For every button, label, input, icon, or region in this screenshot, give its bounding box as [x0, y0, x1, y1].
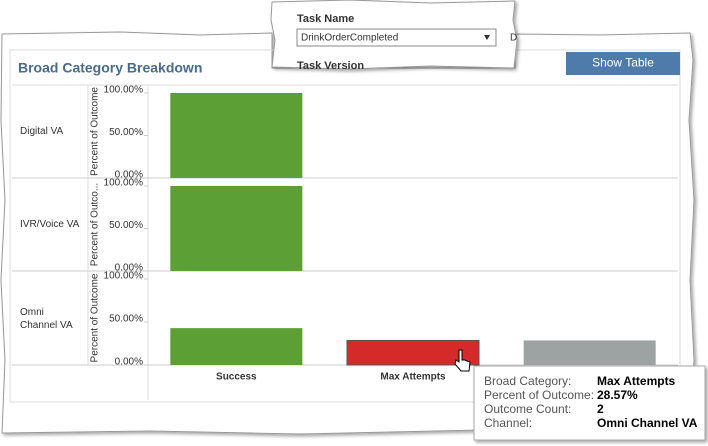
y-tick-label: 0.00%: [115, 170, 143, 181]
bar: [170, 93, 303, 178]
tooltip-key: Channel:: [484, 416, 532, 430]
y-tick-label: 100.00%: [104, 85, 144, 96]
filter-label: Task Name: [297, 13, 354, 25]
filter-next-label: Task Version: [297, 60, 364, 72]
filter-select[interactable]: [296, 28, 497, 47]
x-tick-label: Success: [216, 372, 257, 383]
y-tick-label: 50.00%: [109, 314, 143, 325]
y-axis-title: Percent of Outco...: [90, 183, 101, 266]
filter-value[interactable]: DrinkOrderCompleted: [301, 33, 398, 44]
y-axis-title: Percent of Outcome: [90, 87, 101, 176]
show-table-label[interactable]: Show Table: [592, 56, 654, 70]
row-label: Omni Channel VA: [20, 307, 73, 331]
bar: [170, 328, 303, 365]
tooltip-key: Broad Category:: [484, 374, 571, 388]
y-tick-label: 100.00%: [104, 271, 144, 282]
tooltip-box: [473, 365, 706, 441]
y-tick-label: 50.00%: [109, 220, 143, 231]
chart: Digital VA Percent of Outcome 0.00% 50.00% 1…: [12, 84, 678, 400]
y-tick-label: 100.00%: [104, 178, 144, 189]
tooltip-value: Omni Channel VA: [597, 416, 698, 430]
y-tick-label: 50.00%: [109, 127, 143, 138]
y-tick-label: 0.00%: [115, 263, 143, 274]
cursor: [454, 349, 471, 372]
panel-title: Broad Category Breakdown: [18, 60, 202, 76]
tooltip-value: Max Attempts: [597, 374, 676, 388]
tooltip-value: 2: [597, 402, 604, 416]
row-label: IVR/Voice VA: [20, 219, 80, 230]
tooltip-key: Outcome Count:: [484, 402, 571, 416]
show-table-button[interactable]: [566, 52, 680, 75]
row-label: Digital VA: [20, 126, 63, 137]
filter-side-text: D: [510, 33, 517, 44]
select-arrow: [484, 35, 490, 40]
bar: [170, 186, 303, 271]
bar: [523, 340, 656, 365]
x-tick-label: Max Attempts: [380, 372, 446, 383]
tooltip-value: 28.57%: [597, 388, 638, 402]
tooltip-key: Percent of Outcome:: [484, 388, 594, 402]
y-tick-label: 0.00%: [115, 357, 143, 368]
y-axis-title: Percent of Outcome: [90, 273, 101, 362]
